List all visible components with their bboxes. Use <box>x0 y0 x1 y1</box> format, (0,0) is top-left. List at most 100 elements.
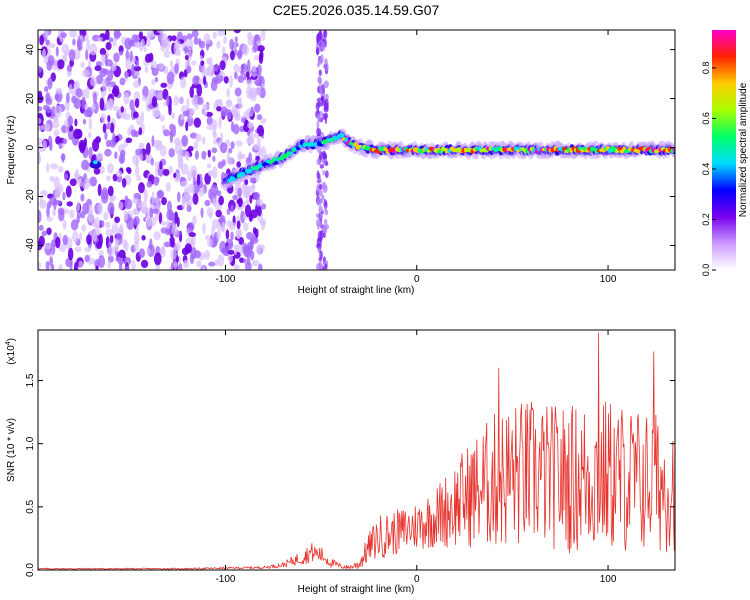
spectrogram-cell <box>46 205 50 218</box>
spectrogram-cell <box>186 116 194 127</box>
spectrogram-cell <box>233 244 238 255</box>
spectrogram-cell <box>200 60 205 66</box>
spectrogram-axes: -100 0 100 -40 -20 0 20 40 <box>25 30 675 285</box>
spectrogram-cell <box>253 132 260 139</box>
spectrogram-cell <box>170 112 175 120</box>
spectrogram-cell <box>109 98 115 109</box>
spectrogram-cell <box>192 215 197 226</box>
spectrogram-cell <box>178 157 184 168</box>
spectrogram-cell <box>99 97 105 111</box>
spectrogram-cell <box>193 117 202 128</box>
spectrogram-cell <box>256 199 263 206</box>
spectrogram-cell <box>186 65 192 74</box>
spectrogram-cell <box>245 198 250 204</box>
spectrogram-cell <box>252 143 261 151</box>
spectrogram-cell <box>207 170 214 177</box>
spectrogram-cell <box>319 229 324 240</box>
spectrogram-cell <box>61 43 70 54</box>
spectrogram-ytick-label: -40 <box>25 238 36 253</box>
spectrogram-cell <box>225 108 229 116</box>
spectrogram-cell <box>226 156 234 165</box>
spectrogram-cell <box>237 187 243 198</box>
spectrogram-cell <box>73 81 79 91</box>
spectrogram-cell <box>219 132 224 142</box>
spectrogram-cell <box>135 164 140 178</box>
spectrogram-cell <box>101 113 106 124</box>
spectrogram-cell <box>73 128 81 140</box>
snr-xtick-label: 100 <box>600 574 617 585</box>
spectrogram-cell <box>174 63 179 74</box>
spectrogram-cell <box>151 135 155 147</box>
spectrogram-cell <box>240 210 246 224</box>
spectrogram-cell <box>115 238 120 249</box>
spectrogram-cell <box>253 191 261 201</box>
spectrogram-cell <box>146 180 153 188</box>
spectrogram-cell <box>74 118 78 127</box>
spectrogram-cell <box>97 255 106 268</box>
spectrogram-cell <box>243 257 247 264</box>
spectrogram-cell <box>192 193 199 205</box>
spectrogram-cell <box>243 73 247 81</box>
spectrogram-cell <box>202 222 206 235</box>
spectrogram-cell <box>238 237 245 245</box>
spectrogram-cell <box>99 47 107 56</box>
spectrogram-cell <box>95 61 102 67</box>
spectrogram-cell <box>153 252 162 266</box>
spectrogram-cell <box>48 43 56 49</box>
spectrogram-cell <box>95 74 104 85</box>
spectrogram-cell <box>171 224 178 236</box>
spectrogram-cell <box>186 33 193 40</box>
spectrogram-cell <box>65 185 72 198</box>
spectrogram-cell <box>78 232 83 241</box>
spectrogram-cell <box>49 256 54 266</box>
spectrogram-cell <box>318 86 323 95</box>
spectrogram-cell <box>218 116 222 129</box>
spectrogram-cell <box>219 60 226 71</box>
spectrogram-cell <box>55 135 61 145</box>
spectrogram-cell <box>138 248 146 259</box>
spectrogram-cell <box>52 209 56 217</box>
colorbar-tick-label: 0.2 <box>701 213 711 226</box>
spectrogram-cell <box>246 139 255 145</box>
spectrogram-cell <box>195 133 202 142</box>
spectrogram-cell <box>234 71 238 80</box>
spectrogram-cell <box>74 246 82 253</box>
spectrogram-cell <box>169 130 174 144</box>
spectrogram-cell <box>45 92 51 103</box>
spectrogram-cell <box>207 149 211 158</box>
spectrogram-cell <box>178 96 185 105</box>
spectrogram-cell <box>259 87 266 99</box>
spectrogram-frame <box>37 29 676 271</box>
spectrogram-cell <box>55 46 59 57</box>
spectrogram-cell <box>89 43 98 56</box>
spectrogram-cell <box>124 266 130 270</box>
spectrogram-cell <box>187 38 194 51</box>
spectrogram-cell <box>245 157 251 166</box>
spectrogram-cell <box>49 196 57 206</box>
spectrogram-cell <box>107 202 115 215</box>
spectrogram-cell <box>322 169 325 176</box>
spectrogram-cell <box>62 138 68 145</box>
spectrogram-cell <box>323 102 329 111</box>
spectrogram-cell <box>86 234 92 245</box>
spectrogram-cell <box>89 160 102 169</box>
spectrogram-cell <box>252 43 259 53</box>
spectrogram-cell <box>162 168 170 176</box>
spectrogram-cell <box>230 121 235 133</box>
spectrogram-cell <box>88 146 93 160</box>
spectrogram-cell <box>114 216 121 224</box>
spectrogram-cell <box>104 100 110 110</box>
spectrogram-cell <box>131 63 135 76</box>
spectrogram-cell <box>78 139 86 151</box>
spectrogram-cell <box>88 117 93 130</box>
spectrogram-cell <box>111 222 119 236</box>
spectrogram-cell <box>201 266 206 270</box>
spectrogram-cell <box>289 151 294 156</box>
spectrogram-cell <box>173 172 177 178</box>
spectrogram-cell <box>254 79 262 86</box>
spectrogram-cell <box>160 227 168 234</box>
spectrogram-cell <box>236 220 241 230</box>
spectrogram-cell <box>69 209 75 219</box>
spectrogram-cell <box>89 176 98 187</box>
spectrogram-cell <box>127 167 132 175</box>
